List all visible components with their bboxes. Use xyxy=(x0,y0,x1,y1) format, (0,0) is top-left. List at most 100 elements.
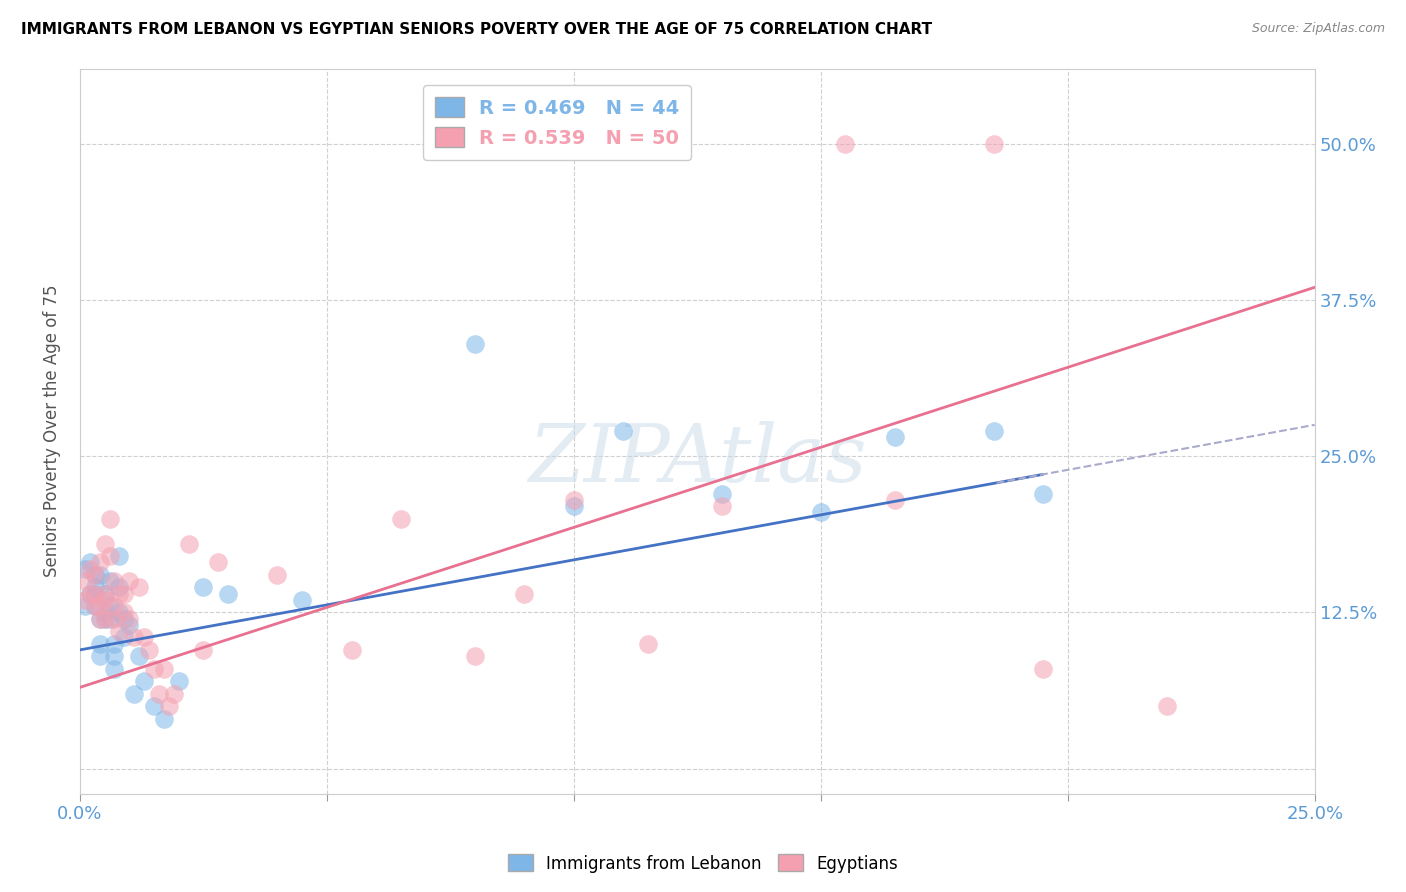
Point xyxy=(83,599,105,614)
Point xyxy=(217,587,239,601)
Point xyxy=(73,574,96,588)
Point xyxy=(711,486,734,500)
Point xyxy=(98,574,121,588)
Point xyxy=(83,567,105,582)
Point xyxy=(118,618,141,632)
Point xyxy=(266,567,288,582)
Point xyxy=(983,136,1005,151)
Point xyxy=(108,587,131,601)
Point xyxy=(291,593,314,607)
Point xyxy=(122,631,145,645)
Point xyxy=(143,699,166,714)
Point xyxy=(103,612,125,626)
Point xyxy=(562,492,585,507)
Point xyxy=(93,587,115,601)
Point xyxy=(89,567,111,582)
Point xyxy=(103,637,125,651)
Text: Source: ZipAtlas.com: Source: ZipAtlas.com xyxy=(1251,22,1385,36)
Point xyxy=(132,631,155,645)
Point xyxy=(118,574,141,588)
Point xyxy=(153,662,176,676)
Point xyxy=(108,549,131,563)
Point xyxy=(143,662,166,676)
Point xyxy=(93,587,115,601)
Point xyxy=(464,649,486,664)
Point xyxy=(128,649,150,664)
Point xyxy=(79,587,101,601)
Point xyxy=(132,674,155,689)
Point xyxy=(79,587,101,601)
Point xyxy=(98,599,121,614)
Point xyxy=(1156,699,1178,714)
Point xyxy=(103,574,125,588)
Point xyxy=(98,511,121,525)
Point xyxy=(177,536,200,550)
Point xyxy=(93,612,115,626)
Point xyxy=(103,599,125,614)
Point xyxy=(98,549,121,563)
Point xyxy=(103,649,125,664)
Point xyxy=(883,430,905,444)
Point xyxy=(562,499,585,513)
Point xyxy=(148,687,170,701)
Point xyxy=(138,643,160,657)
Point xyxy=(83,580,105,594)
Point xyxy=(73,561,96,575)
Point xyxy=(122,687,145,701)
Point xyxy=(83,567,105,582)
Point xyxy=(112,587,135,601)
Legend: Immigrants from Lebanon, Egyptians: Immigrants from Lebanon, Egyptians xyxy=(501,847,905,880)
Point xyxy=(89,649,111,664)
Point xyxy=(89,637,111,651)
Point xyxy=(153,712,176,726)
Point xyxy=(711,499,734,513)
Point xyxy=(128,580,150,594)
Point xyxy=(207,555,229,569)
Point xyxy=(112,606,135,620)
Point xyxy=(983,424,1005,438)
Point xyxy=(79,561,101,575)
Point xyxy=(464,336,486,351)
Point xyxy=(163,687,186,701)
Point xyxy=(1032,486,1054,500)
Point xyxy=(108,580,131,594)
Point xyxy=(389,511,412,525)
Legend: R = 0.469   N = 44, R = 0.539   N = 50: R = 0.469 N = 44, R = 0.539 N = 50 xyxy=(423,86,692,160)
Point xyxy=(810,505,832,519)
Point xyxy=(157,699,180,714)
Point xyxy=(83,587,105,601)
Point xyxy=(103,662,125,676)
Point xyxy=(637,637,659,651)
Point xyxy=(79,555,101,569)
Point xyxy=(93,593,115,607)
Point xyxy=(89,555,111,569)
Point xyxy=(167,674,190,689)
Point xyxy=(93,612,115,626)
Point xyxy=(193,580,215,594)
Y-axis label: Seniors Poverty Over the Age of 75: Seniors Poverty Over the Age of 75 xyxy=(44,285,60,577)
Point xyxy=(1032,662,1054,676)
Point xyxy=(834,136,856,151)
Point xyxy=(340,643,363,657)
Text: IMMIGRANTS FROM LEBANON VS EGYPTIAN SENIORS POVERTY OVER THE AGE OF 75 CORRELATI: IMMIGRANTS FROM LEBANON VS EGYPTIAN SENI… xyxy=(21,22,932,37)
Point xyxy=(883,492,905,507)
Point xyxy=(89,612,111,626)
Point xyxy=(83,587,105,601)
Point xyxy=(73,593,96,607)
Point xyxy=(89,612,111,626)
Point xyxy=(108,606,131,620)
Point xyxy=(93,606,115,620)
Point xyxy=(93,536,115,550)
Text: ZIPAtlas: ZIPAtlas xyxy=(529,421,866,499)
Point xyxy=(118,612,141,626)
Point xyxy=(89,599,111,614)
Point xyxy=(83,599,105,614)
Point xyxy=(108,624,131,639)
Point xyxy=(513,587,536,601)
Point xyxy=(112,631,135,645)
Point xyxy=(112,612,135,626)
Point xyxy=(193,643,215,657)
Point xyxy=(98,612,121,626)
Point xyxy=(612,424,634,438)
Point xyxy=(73,599,96,614)
